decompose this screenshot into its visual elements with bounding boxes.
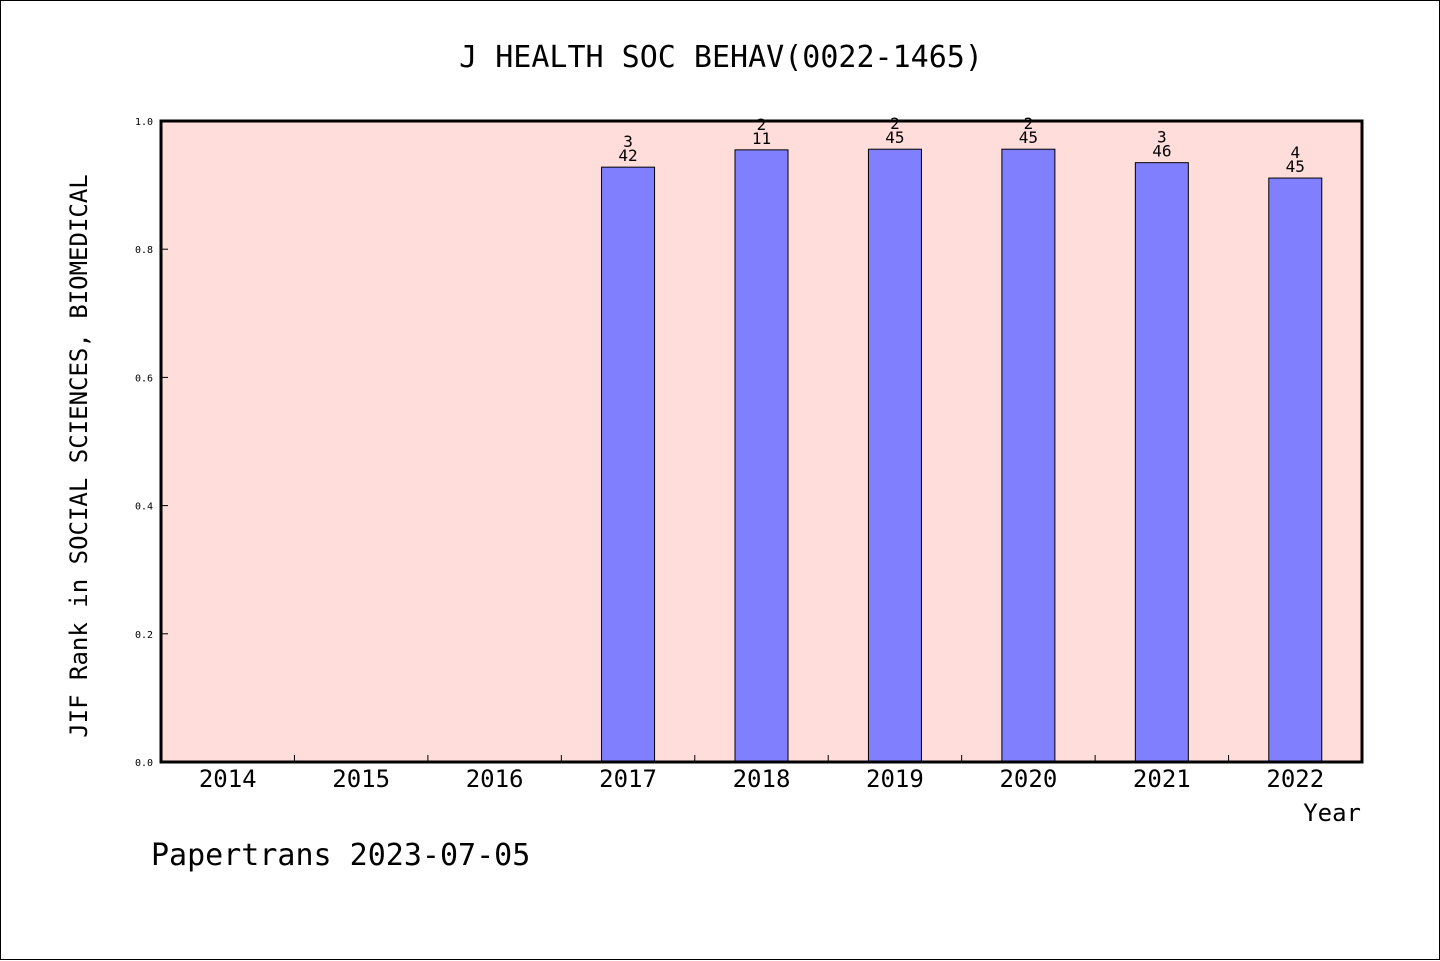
bar-total-label: 42 <box>618 146 637 165</box>
y-axis-label: JIF Rank in SOCIAL SCIENCES, BIOMEDICAL <box>65 174 93 738</box>
footer-watermark: Papertrans 2023-07-05 <box>151 838 530 873</box>
bar-2017 <box>601 166 656 763</box>
x-tick-label: 2020 <box>999 765 1057 793</box>
bar-rank-label: 2 <box>757 115 767 134</box>
x-tick-label: 2015 <box>332 765 390 793</box>
y-tick-label: 0.6 <box>135 373 153 384</box>
bar-rank-label: 3 <box>623 132 633 151</box>
bar-rank-label: 2 <box>1024 114 1034 133</box>
x-tick-label: 2017 <box>599 765 657 793</box>
bar-2018 <box>734 149 789 763</box>
y-tick-label: 0.8 <box>135 245 153 256</box>
bar-2021 <box>1134 162 1189 763</box>
x-axis-label: Year <box>1303 799 1361 827</box>
y-tick-label: 0.0 <box>135 758 153 769</box>
bar-2022 <box>1268 177 1323 763</box>
bar-total-label: 46 <box>1152 142 1171 161</box>
x-tick-label: 2014 <box>199 765 257 793</box>
x-tick-label: 2022 <box>1266 765 1324 793</box>
x-tick-label: 2019 <box>866 765 924 793</box>
bar-total-label: 45 <box>1019 128 1038 147</box>
x-tick-label: 2021 <box>1133 765 1191 793</box>
bar-rank-label: 2 <box>890 114 900 133</box>
x-axis: 2014 2015 2016 2017 2018 2019 2020 2021 2022 <box>199 755 1324 793</box>
y-tick-label: 0.2 <box>135 630 153 641</box>
y-tick-label: 0.4 <box>135 502 153 513</box>
x-tick-label: 2018 <box>733 765 791 793</box>
bar-total-label: 11 <box>752 129 771 148</box>
bar-rank-label: 3 <box>1157 128 1167 147</box>
bar-2019 <box>867 148 922 763</box>
bar-rank-label: 4 <box>1290 143 1300 162</box>
x-tick-label: 2016 <box>466 765 524 793</box>
chart-title: J HEALTH SOC BEHAV(0022-1465) <box>459 40 983 75</box>
plot-border <box>159 119 1364 764</box>
bar-total-label: 45 <box>1286 157 1305 176</box>
bar-total-label: 45 <box>885 128 904 147</box>
y-tick-label: 1.0 <box>135 117 153 128</box>
bar-2020 <box>1001 148 1056 763</box>
